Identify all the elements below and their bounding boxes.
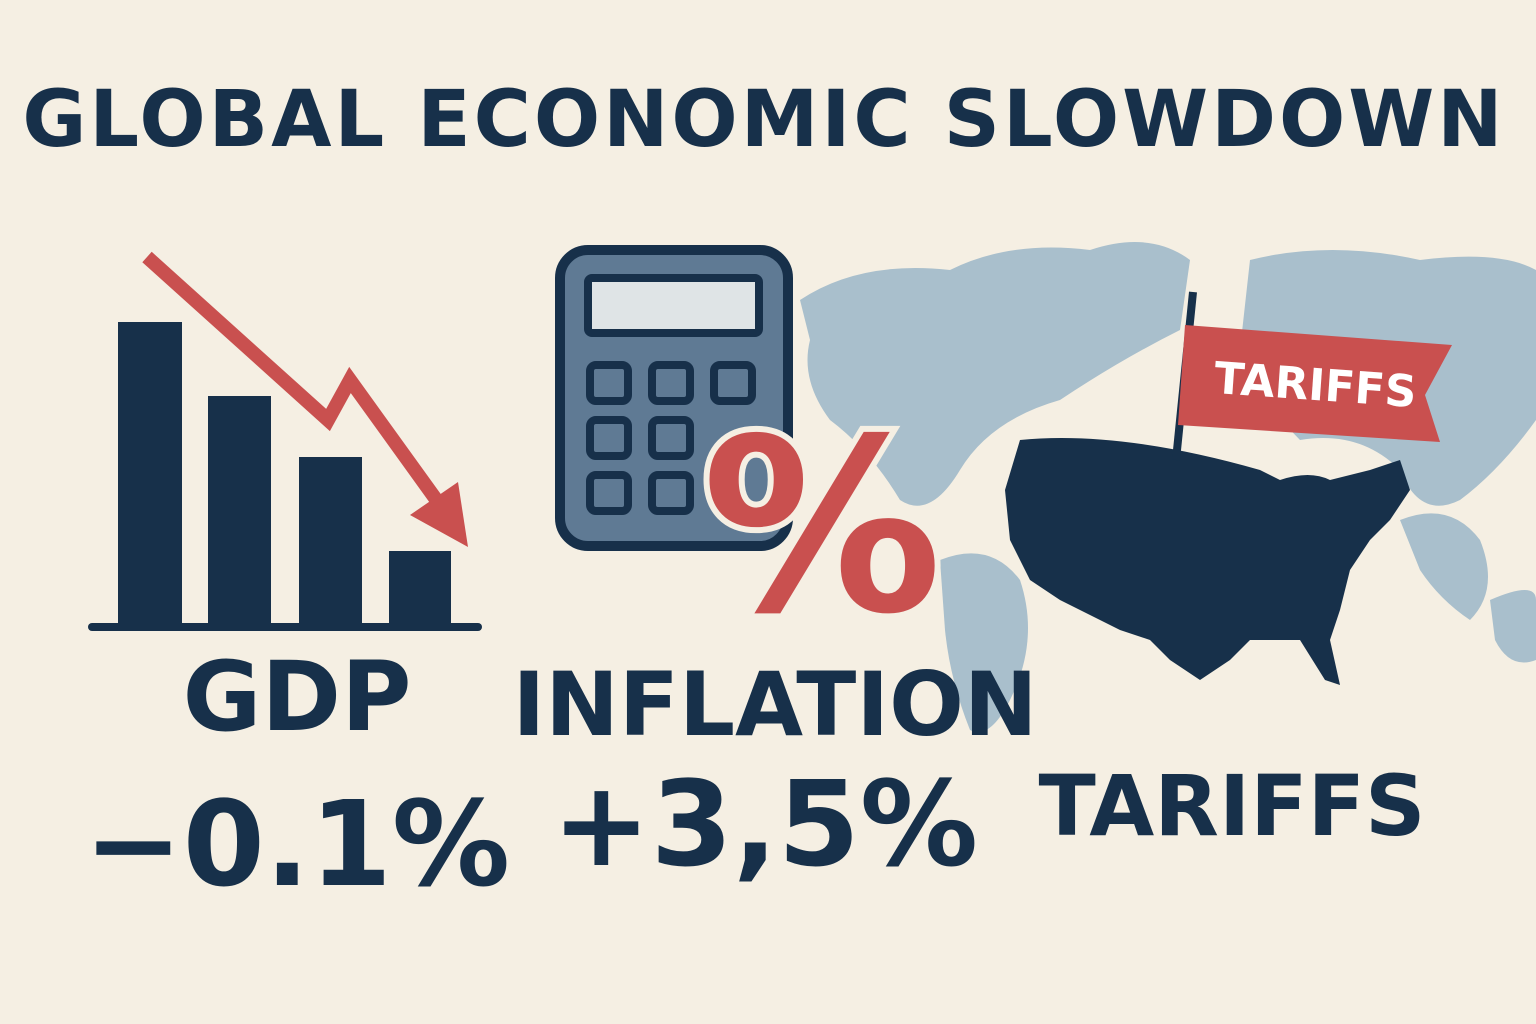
usa-map <box>1005 438 1410 685</box>
percent-icon: % <box>702 387 942 667</box>
gdp-label: GDP <box>183 641 412 753</box>
inflation-label: INFLATION <box>512 653 1037 756</box>
tariffs-label: TARIFFS <box>1039 757 1426 855</box>
gdp-value: −0.1% <box>84 775 510 913</box>
flag <box>1178 325 1452 442</box>
calculator-icon <box>555 245 793 551</box>
gdp-icon <box>88 251 482 631</box>
inflation-value: +3,5% <box>552 755 978 893</box>
title: GLOBAL ECONOMIC SLOWDOWN <box>22 75 1505 165</box>
